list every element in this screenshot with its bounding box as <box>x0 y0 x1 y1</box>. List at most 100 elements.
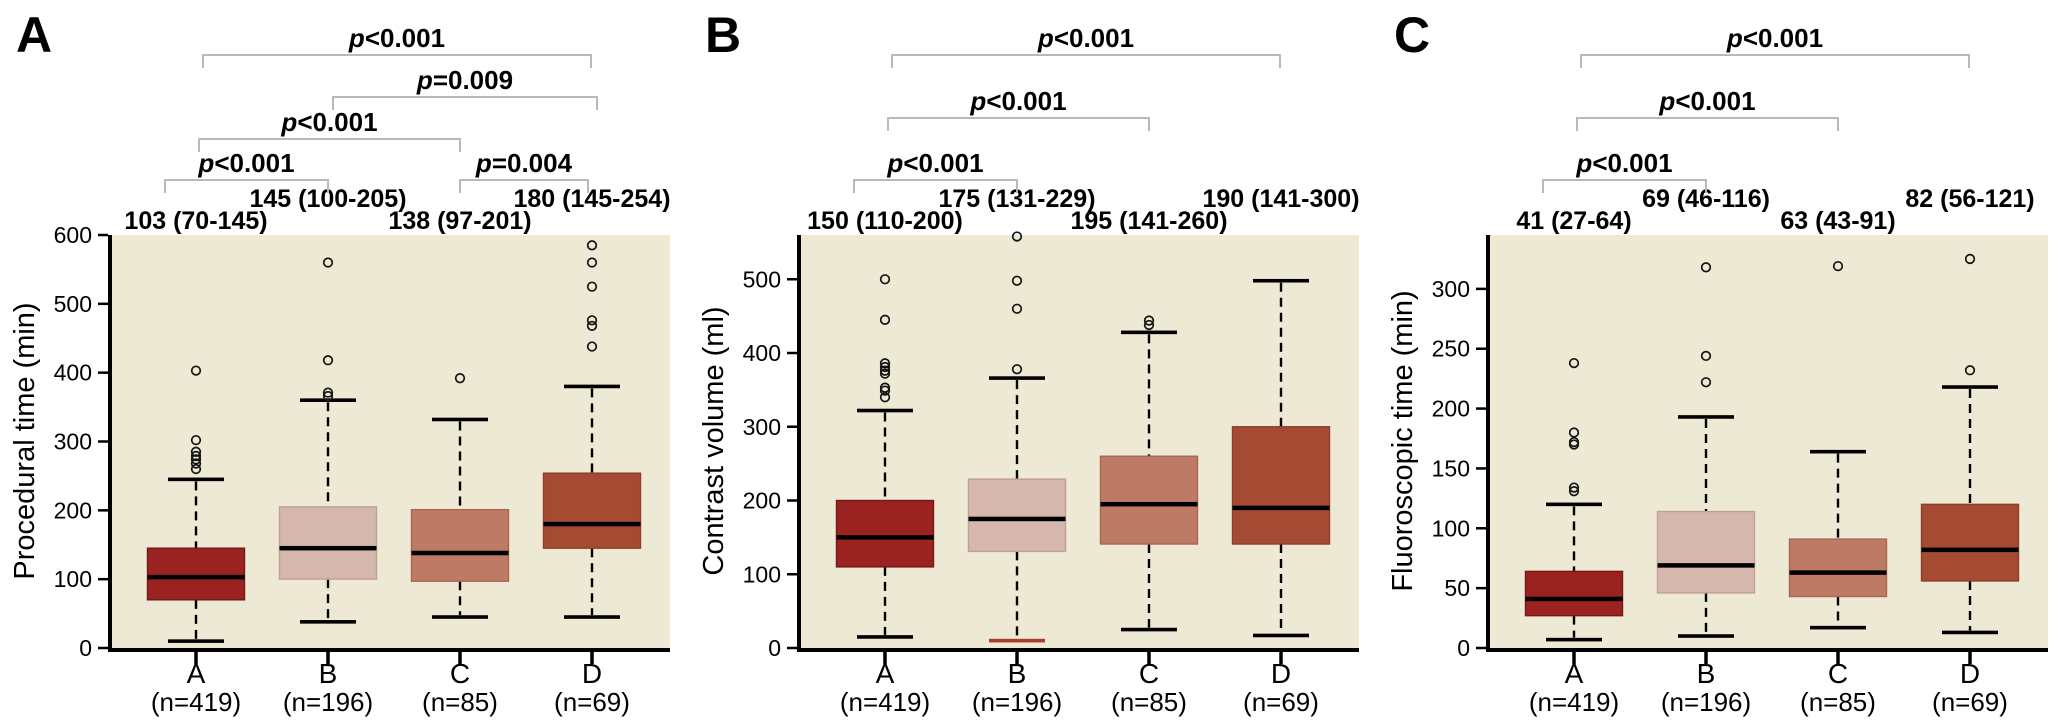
comparison-bracket <box>887 117 1150 131</box>
p-value-label: p<0.001 <box>1658 86 1755 116</box>
x-tick-mark <box>1572 652 1576 664</box>
x-axis-line <box>1486 648 2048 652</box>
x-tick-mark <box>194 652 198 664</box>
comparison-bracket <box>1580 54 1970 68</box>
y-axis-title: Procedural time (min) <box>9 302 41 579</box>
y-tick-label: 100 <box>743 561 781 587</box>
group-n-label: (n=85) <box>422 687 498 717</box>
iqr-box-group-D <box>542 472 642 549</box>
outlier-point <box>1011 231 1023 242</box>
outlier-point <box>1700 350 1712 362</box>
x-tick-mark <box>1704 652 1708 664</box>
y-tick-label: 200 <box>743 488 781 514</box>
x-tick-mark <box>1147 652 1151 664</box>
outlier-point <box>586 240 598 251</box>
outlier-point <box>879 385 891 396</box>
x-tick-label: A <box>187 658 206 689</box>
outlier-point <box>1700 377 1712 388</box>
y-tick-mark <box>1476 467 1486 470</box>
x-axis-line <box>108 648 670 652</box>
y-tick-mark <box>98 509 108 512</box>
median-line <box>1789 570 1887 575</box>
y-tick-label: 300 <box>54 429 92 455</box>
median-iqr-label: 82 (56-121) <box>1905 185 2034 213</box>
x-tick-mark <box>1968 652 1972 664</box>
lower-whisker-cap <box>1678 634 1734 638</box>
upper-whisker-cap <box>989 376 1045 380</box>
outlier-point <box>586 341 598 352</box>
panel-a-chart: 0100200300400500600A(n=419)B(n=196)C(n=8… <box>9 7 671 717</box>
x-tick-label: A <box>876 658 895 689</box>
outlier-point <box>190 458 202 469</box>
lower-whisker-cap <box>1253 633 1309 638</box>
p-value-label: p<0.001 <box>348 23 445 53</box>
y-tick-mark <box>787 573 797 576</box>
iqr-box-group-A <box>835 499 935 568</box>
outlier-point <box>190 450 202 462</box>
p-value-label: p<0.001 <box>1726 23 1823 53</box>
upper-whisker-cap <box>168 477 224 482</box>
outlier-point <box>1011 303 1023 314</box>
y-tick-label: 250 <box>1432 336 1470 362</box>
comparison-bracket <box>853 179 1018 193</box>
upper-whisker-cap <box>564 384 620 389</box>
panel-label: B <box>705 7 741 63</box>
x-tick-mark <box>590 652 594 664</box>
comparison-bracket <box>332 96 598 110</box>
y-tick-label: 100 <box>1432 515 1470 541</box>
lower-whisker-cap <box>989 638 1045 643</box>
x-tick-label: B <box>319 658 338 689</box>
y-axis-title: Fluoroscopic time (min) <box>1387 290 1419 591</box>
panel-label: C <box>1394 7 1430 63</box>
x-axis-line <box>797 648 1359 652</box>
comparison-bracket <box>1542 179 1707 193</box>
lower-whisker-cap <box>564 615 620 619</box>
x-tick-mark <box>1836 652 1840 664</box>
y-tick-label: 500 <box>743 266 781 292</box>
upper-whisker-cap <box>1810 449 1866 454</box>
comparison-bracket <box>891 54 1281 68</box>
group-n-label: (n=69) <box>1243 687 1319 717</box>
panel-fluoroscopic-time: 0 50 100 150 200 250 300 A (n=419) B (n=196) C (n=85… <box>1378 0 2067 720</box>
iqr-box-group-C <box>1099 455 1199 545</box>
y-tick-label: 100 <box>54 566 92 592</box>
outlier-point <box>879 361 891 373</box>
panel-c-chart: 050100150200250300A(n=419)B(n=196)C(n=85… <box>1387 7 2048 717</box>
outlier-point <box>879 368 891 379</box>
upper-whisker-cap <box>1678 415 1734 419</box>
upper-whisker-cap <box>1253 278 1309 283</box>
y-tick-label: 300 <box>1432 276 1470 302</box>
lower-whisker-cap <box>300 620 356 624</box>
group-n-label: (n=69) <box>1932 687 2008 717</box>
median-line <box>1657 563 1755 568</box>
outlier-point <box>322 387 334 398</box>
p-value-label: p<0.001 <box>1037 23 1134 53</box>
median-iqr-label: 195 (141-260) <box>1070 207 1227 235</box>
outlier-point <box>190 446 202 457</box>
outlier-point <box>586 257 598 268</box>
outlier-point <box>879 365 891 376</box>
outlier-point <box>322 355 334 366</box>
panel-contrast-volume: 0 100 200 300 400 500 A (n=419) B (n=196) C (n=85) D… <box>689 0 1378 720</box>
y-tick-mark <box>1476 407 1486 410</box>
p-value-label: p<0.001 <box>197 148 294 178</box>
outlier-point <box>1011 275 1023 286</box>
y-tick-label: 0 <box>1457 635 1470 661</box>
group-n-label: (n=419) <box>840 687 930 717</box>
outlier-point <box>322 257 334 268</box>
median-line <box>1232 505 1330 511</box>
outlier-point <box>1700 262 1712 273</box>
p-value-label: p=0.004 <box>475 148 573 178</box>
x-tick-mark <box>326 652 330 664</box>
comparison-bracket <box>1576 117 1839 131</box>
p-value-label: p<0.001 <box>969 86 1066 116</box>
y-tick-mark <box>787 499 797 502</box>
median-iqr-label: 138 (97-201) <box>388 207 531 235</box>
iqr-box-group-B <box>1656 510 1756 594</box>
group-n-label: (n=419) <box>1529 687 1619 717</box>
upper-whisker-cap <box>1546 502 1602 507</box>
iqr-box-group-A <box>1524 570 1624 617</box>
y-tick-label: 200 <box>54 497 92 523</box>
outlier-point <box>586 281 598 292</box>
median-line <box>279 545 377 551</box>
